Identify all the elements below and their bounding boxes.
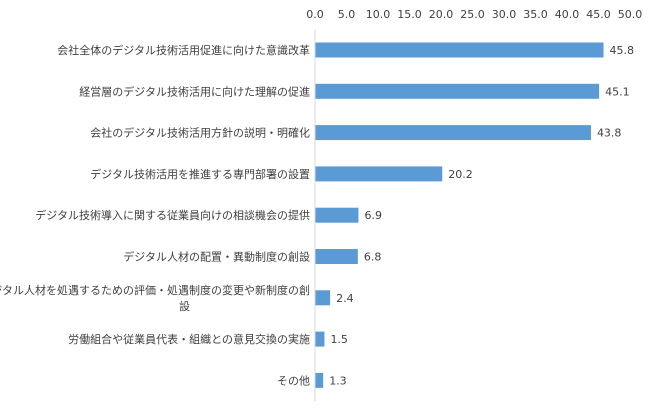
data-label: 1.5 xyxy=(330,333,348,346)
x-axis-ticks: 0.0 5.0 10.0 15.0 20.0 25.0 30.0 35.0 40.0 45.0 50… xyxy=(306,8,642,21)
x-tick-label: 30.0 xyxy=(492,8,517,21)
bar xyxy=(315,372,324,388)
category-label: 会社のデジタル技術活用方針の説明・明確化 xyxy=(90,126,310,140)
bar xyxy=(315,290,331,306)
x-tick-label: 10.0 xyxy=(366,8,391,21)
bar xyxy=(315,42,604,58)
bar xyxy=(315,249,358,264)
data-labels: 45.8 45.1 43.8 20.2 6.9 6.8 2.4 1.5 1.3 xyxy=(329,44,634,387)
x-tick-label: 40.0 xyxy=(555,8,580,21)
data-label: 45.1 xyxy=(605,85,630,98)
category-label: その他 xyxy=(277,374,310,387)
data-label: 2.4 xyxy=(336,292,354,305)
category-label: デジタル技術導入に関する従業員向けの相談機会の提供 xyxy=(35,208,310,222)
category-labels: 会社全体のデジタル技術活用促進に向けた意識改革経営層のデジタル技術活用に向けた理… xyxy=(0,43,310,387)
data-label: 6.8 xyxy=(364,251,382,264)
category-label: デジタル人材を処遇するための評価・処遇制度の変更や新制度の創設 xyxy=(0,283,310,313)
x-tick-label: 15.0 xyxy=(397,8,422,21)
data-label: 1.3 xyxy=(329,374,347,387)
bars xyxy=(315,42,604,388)
category-label: デジタル技術活用を推進する専門部署の設置 xyxy=(90,167,310,181)
category-label: 労働組合や従業員代表・組織との意見交換の実施 xyxy=(68,332,310,346)
data-label: 45.8 xyxy=(610,44,635,57)
data-label: 43.8 xyxy=(597,127,622,140)
category-label: 経営層のデジタル技術活用に向けた理解の促進 xyxy=(79,84,310,98)
category-label: 会社全体のデジタル技術活用促進に向けた意識改革 xyxy=(57,43,310,57)
category-label: デジタル人材の配置・異動制度の創設 xyxy=(123,250,310,264)
bar xyxy=(315,125,591,141)
x-tick-label: 35.0 xyxy=(523,8,548,21)
x-tick-label: 5.0 xyxy=(338,8,356,21)
x-tick-label: 45.0 xyxy=(586,8,611,21)
x-tick-label: 50.0 xyxy=(618,8,643,21)
x-tick-label: 25.0 xyxy=(460,8,485,21)
bar xyxy=(315,207,359,223)
bar xyxy=(315,83,600,99)
bar xyxy=(315,166,443,182)
x-tick-label: 0.0 xyxy=(306,8,324,21)
data-label: 20.2 xyxy=(448,168,473,181)
bar xyxy=(315,331,325,347)
x-tick-label: 20.0 xyxy=(429,8,454,21)
data-label: 6.9 xyxy=(364,209,382,222)
